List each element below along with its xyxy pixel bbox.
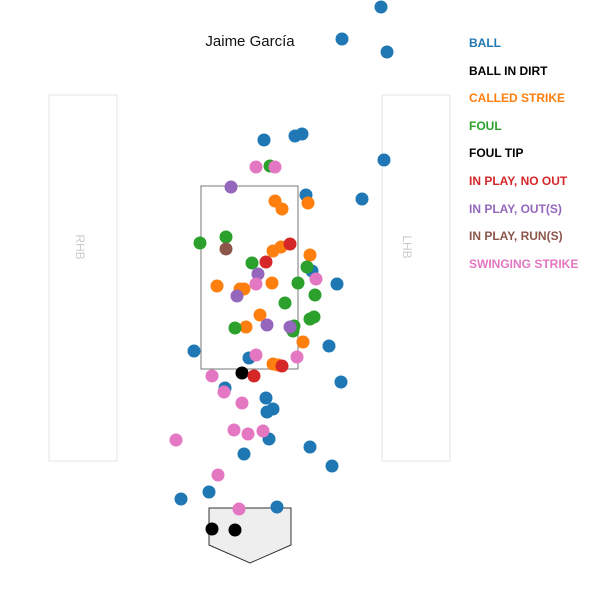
pitch-point-ball-in-dirt	[228, 523, 242, 537]
pitch-point-in-play-out-s	[224, 180, 238, 194]
pitch-point-in-play-no-out	[283, 237, 297, 251]
pitch-point-in-play-run-s	[219, 242, 233, 256]
pitch-point-foul	[245, 256, 259, 270]
pitch-point-swinging-strike	[169, 433, 183, 447]
pitch-point-ball	[237, 447, 251, 461]
pitch-point-foul	[193, 236, 207, 250]
pitch-point-swinging-strike	[235, 396, 249, 410]
pitch-point-swinging-strike	[227, 423, 241, 437]
legend-item: BALL IN DIRT	[469, 63, 548, 78]
pitch-point-swinging-strike	[217, 385, 231, 399]
legend-item: CALLED STRIKE	[469, 91, 565, 106]
legend-item: SWINGING STRIKE	[469, 256, 579, 271]
pitch-point-called-strike	[210, 279, 224, 293]
pitch-point-swinging-strike	[290, 350, 304, 364]
chart-title: Jaime García	[205, 33, 295, 50]
legend-item: IN PLAY, NO OUT	[469, 173, 568, 188]
pitch-point-ball	[380, 45, 394, 59]
pitch-point-ball	[325, 459, 339, 473]
pitch-point-ball	[295, 127, 309, 141]
pitch-point-called-strike	[275, 202, 289, 216]
rhb-label: RHB	[73, 234, 87, 259]
pitch-point-in-play-no-out	[259, 255, 273, 269]
legend-item: FOUL	[469, 118, 502, 133]
pitch-point-ball	[257, 133, 271, 147]
pitch-point-ball	[259, 391, 273, 405]
pitch-point-ball	[303, 440, 317, 454]
pitch-point-ball	[334, 375, 348, 389]
pitch-point-swinging-strike	[249, 160, 263, 174]
pitch-point-foul	[307, 310, 321, 324]
legend: BALL BALL IN DIRT CALLED STRIKE FOUL FOUL TI…	[469, 35, 578, 283]
legend-item: BALL	[469, 36, 501, 50]
pitch-point-called-strike	[301, 196, 315, 210]
pitch-point-called-strike	[253, 308, 267, 322]
lhb-batter-box	[381, 94, 451, 462]
pitch-point-ball	[174, 492, 188, 506]
pitch-point-swinging-strike	[232, 502, 246, 516]
pitch-point-in-play-no-out	[247, 369, 261, 383]
pitch-point-ball	[322, 339, 336, 353]
pitch-point-in-play-out-s	[251, 267, 265, 281]
pitch-point-swinging-strike	[205, 369, 219, 383]
pitch-point-foul	[228, 321, 242, 335]
pitch-point-swinging-strike	[256, 424, 270, 438]
pitch-point-swinging-strike	[211, 468, 225, 482]
pitch-point-swinging-strike	[268, 160, 282, 174]
pitch-point-foul	[291, 276, 305, 290]
pitch-point-ball	[187, 344, 201, 358]
pitch-point-ball	[270, 500, 284, 514]
legend-item: IN PLAY, RUN(S)	[469, 229, 563, 244]
pitch-point-swinging-strike	[241, 427, 255, 441]
pitch-point-in-play-out-s	[260, 318, 274, 332]
legend-item: IN PLAY, OUT(S)	[469, 201, 562, 216]
pitch-point-swinging-strike	[309, 272, 323, 286]
pitch-point-in-play-no-out	[275, 359, 289, 373]
legend-item: FOUL TIP	[469, 146, 524, 161]
pitch-point-foul	[300, 260, 314, 274]
pitch-point-ball	[374, 0, 388, 14]
pitch-point-called-strike	[265, 276, 279, 290]
pitch-point-ball	[377, 153, 391, 167]
pitch-point-ball	[202, 485, 216, 499]
pitch-point-foul	[219, 230, 233, 244]
pitch-point-ball	[330, 277, 344, 291]
pitch-point-ball	[260, 405, 274, 419]
pitch-point-swinging-strike	[249, 348, 263, 362]
pitch-point-foul	[308, 288, 322, 302]
home-plate	[208, 507, 292, 564]
rhb-batter-box	[48, 94, 118, 462]
pitch-point-ball	[335, 32, 349, 46]
pitch-point-foul	[278, 296, 292, 310]
pitch-point-swinging-strike	[249, 277, 263, 291]
pitch-point-ball-in-dirt	[205, 522, 219, 536]
pitch-point-in-play-out-s	[283, 320, 297, 334]
lhb-label: LHB	[400, 235, 414, 258]
pitch-point-in-play-out-s	[230, 289, 244, 303]
pitch-point-ball	[355, 192, 369, 206]
pitch-point-called-strike	[239, 320, 253, 334]
pitch-point-called-strike	[303, 248, 317, 262]
pitch-point-ball-in-dirt	[235, 366, 249, 380]
pitch-point-called-strike	[296, 335, 310, 349]
